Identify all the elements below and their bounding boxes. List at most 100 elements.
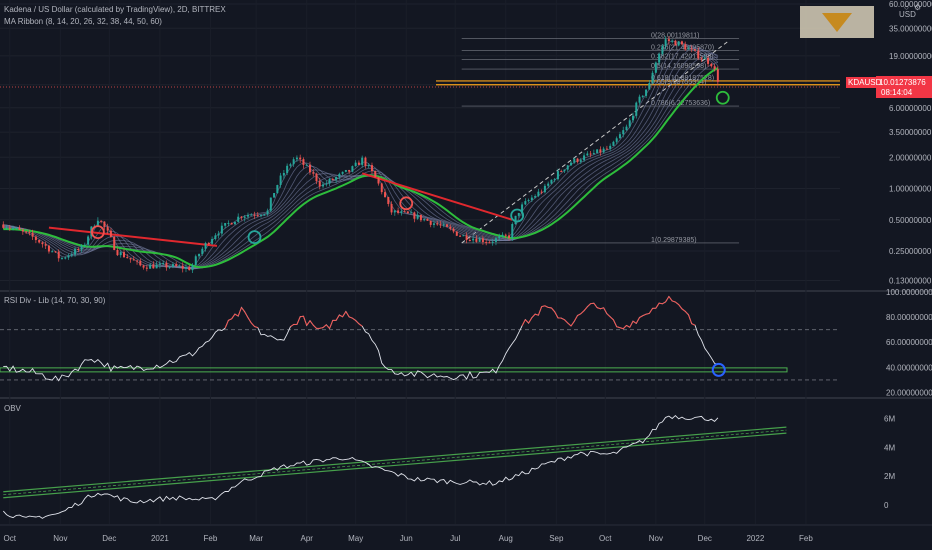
- rsi-overbought-segment: [570, 320, 575, 327]
- rsi-overbought-segment: [554, 311, 559, 319]
- candle-body: [654, 62, 657, 73]
- rsi-overbought-segment: [600, 307, 604, 310]
- candle-body: [716, 69, 719, 82]
- candle-body: [449, 226, 452, 229]
- gear-icon: ⚙: [914, 3, 921, 12]
- candle-body: [579, 160, 582, 162]
- rsi-overbought-segment: [626, 324, 631, 328]
- candle-body: [632, 115, 635, 121]
- candle-body: [5, 227, 8, 229]
- time-axis-tick: Sep: [549, 534, 564, 543]
- obv-axis-tick: 0: [884, 501, 889, 510]
- candle-body: [139, 261, 142, 266]
- rsi-axis-tick: 100.00000000: [886, 288, 932, 297]
- candle-body: [286, 165, 289, 174]
- candle-body: [390, 203, 393, 213]
- fib-level-label: 0.236(21.46495870): [651, 44, 714, 51]
- fib-level-label: 0.382(17.42011598): [651, 54, 714, 61]
- rsi-overbought-segment: [300, 315, 304, 318]
- candle-body: [710, 63, 713, 67]
- candle-body: [129, 258, 132, 260]
- time-axis-tick: Feb: [799, 534, 813, 543]
- candle-body: [596, 149, 599, 154]
- candle-body: [204, 243, 207, 249]
- candle-body: [687, 48, 690, 50]
- rsi-overbought-segment: [352, 317, 356, 321]
- rsi-overbought-segment: [302, 316, 308, 326]
- price-axis-tick: 19.00000000: [889, 52, 932, 61]
- rsi-overbought-segment: [348, 316, 353, 319]
- rsi-overbought-segment: [668, 296, 673, 302]
- candle-body: [429, 220, 432, 225]
- candle-body: [442, 224, 445, 226]
- candle-body: [455, 231, 458, 236]
- rsi-overbought-segment: [573, 315, 578, 322]
- rsi-overbought-segment: [688, 314, 693, 324]
- candle-body: [103, 221, 106, 227]
- rsi-overbought-segment: [306, 320, 311, 326]
- candle-body: [74, 249, 77, 255]
- candle-body: [175, 264, 178, 267]
- ma-ribbon-line: [3, 40, 719, 269]
- candle-body: [220, 225, 223, 234]
- rsi-overbought-segment: [325, 324, 330, 329]
- candle-body: [537, 191, 540, 197]
- time-axis[interactable]: Oct Nov Dec 2021 Feb Mar Apr May Jun Jul Aug Sep Oct…: [4, 534, 814, 543]
- rsi-axis-tick: 60.00000000: [886, 338, 932, 347]
- price-axis-tick: 0.13000000: [889, 276, 932, 285]
- candle-body: [393, 210, 396, 213]
- candle-body: [227, 222, 230, 224]
- rsi-axis-tick: 40.00000000: [886, 363, 932, 372]
- candle-body: [690, 48, 693, 50]
- ma-ribbon-legend: MA Ribbon (8, 14, 20, 26, 32, 38, 44, 50…: [4, 17, 162, 26]
- candle-body: [152, 264, 155, 269]
- candle-body: [198, 254, 201, 257]
- candle-body: [60, 257, 63, 259]
- candle-body: [377, 177, 380, 184]
- price-axis-tick: 0.25000000: [889, 247, 932, 256]
- fib-level-label: 0.5(14.16090598): [651, 63, 706, 70]
- rsi-pane: [0, 295, 840, 382]
- candle-body: [478, 238, 481, 242]
- signal-circle: [247, 230, 262, 245]
- candle-body: [553, 179, 556, 181]
- candle-body: [635, 102, 638, 116]
- candle-body: [233, 221, 236, 225]
- candle-body: [700, 58, 703, 60]
- candle-body: [550, 179, 553, 184]
- rsi-overbought-segment: [244, 311, 249, 318]
- candle-body: [328, 178, 331, 184]
- candle-body: [191, 265, 194, 271]
- candle-body: [651, 72, 654, 84]
- candle-body: [299, 157, 302, 160]
- time-axis-tick: Mar: [249, 534, 263, 543]
- candle-body: [563, 169, 566, 172]
- rsi-overbought-segment: [675, 301, 680, 305]
- obv-trend-channel: [3, 429, 787, 496]
- rsi-legend: RSI Div - Lib (14, 70, 30, 90): [4, 296, 106, 305]
- rsi-overbought-segment: [672, 300, 676, 303]
- price-axis-tick: 2.00000000: [889, 153, 932, 162]
- candle-body: [348, 169, 351, 172]
- logo-triangle-icon: [822, 13, 852, 32]
- candle-body: [586, 153, 589, 156]
- candle-body: [315, 173, 318, 182]
- candle-body: [64, 257, 67, 259]
- obv-trend-channel: [3, 426, 787, 493]
- candle-body: [547, 183, 550, 186]
- settings-icons[interactable]: ○ ⚙: [904, 3, 921, 12]
- rsi-signal-circle: [711, 362, 726, 377]
- candle-body: [41, 242, 44, 245]
- rsi-overbought-segment: [583, 306, 588, 311]
- rsi-overbought-segment: [596, 307, 601, 310]
- candle-body: [230, 222, 233, 225]
- price-axis[interactable]: 60.0000000035.0000000019.0000000010.0000…: [884, 0, 932, 510]
- ma-ribbon: [3, 40, 719, 270]
- rsi-overbought-segment: [567, 322, 572, 327]
- candle-body: [38, 240, 41, 243]
- candle-body: [694, 49, 697, 51]
- candle-body: [628, 120, 631, 127]
- signal-circle: [399, 196, 414, 211]
- candle-body: [295, 157, 298, 160]
